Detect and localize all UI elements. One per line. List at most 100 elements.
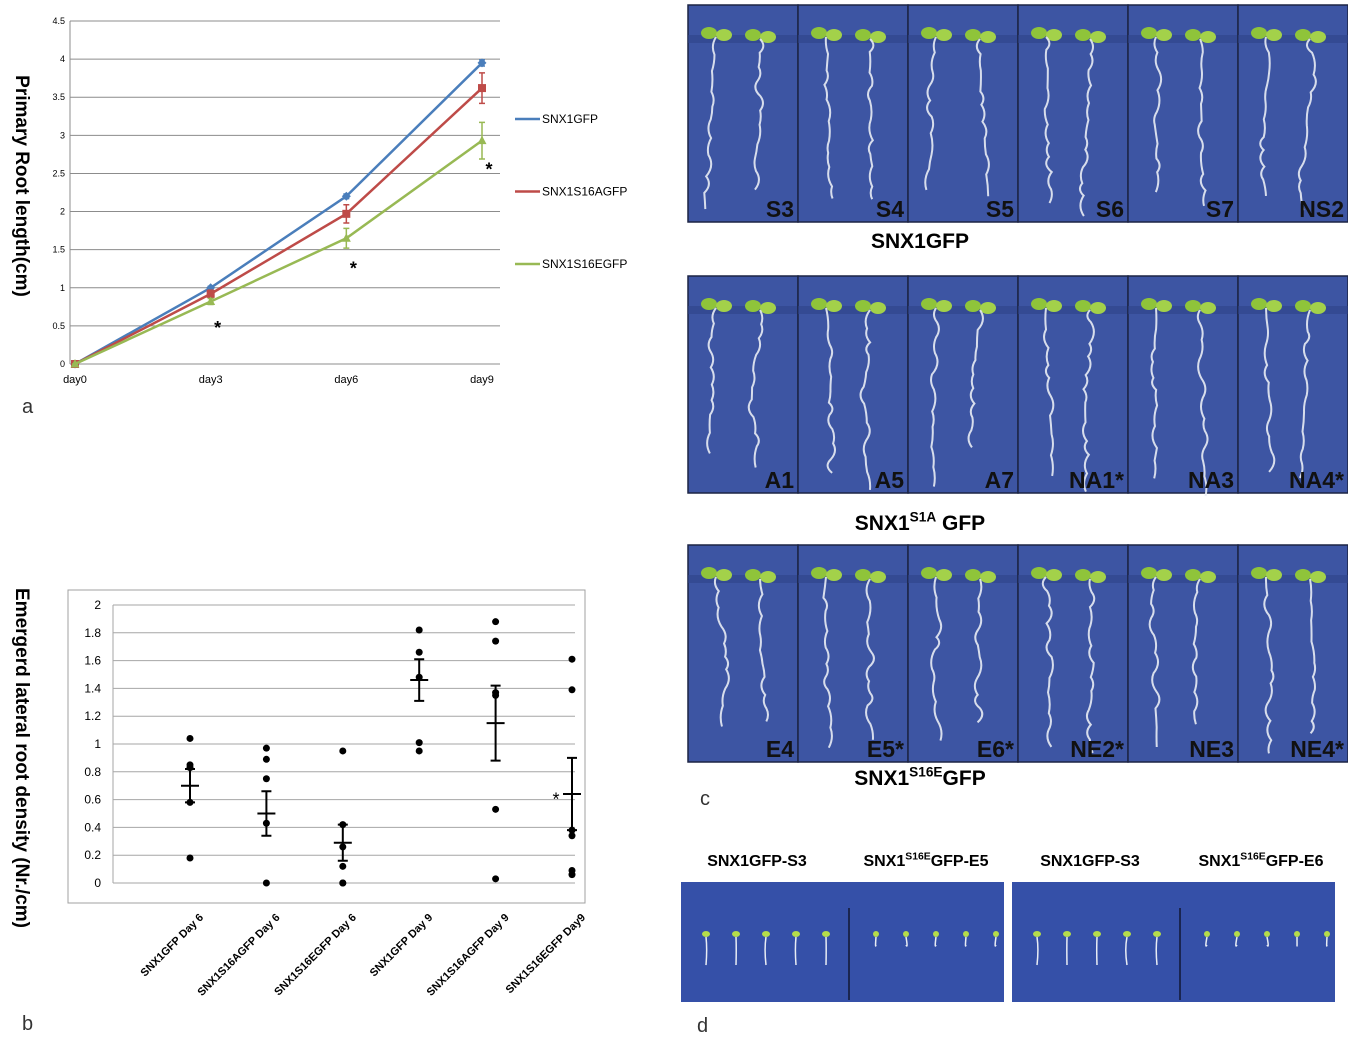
leaf [1141,27,1157,39]
leaf [936,300,952,312]
leaf [965,29,981,41]
root [747,309,764,468]
panel-letter: d [697,1015,708,1037]
leaf [980,571,996,583]
leaf [1294,931,1300,937]
photo: S4 [797,4,909,223]
leaf [760,31,776,43]
leaf [1204,931,1210,937]
y-tick-label: 1.5 [52,245,65,255]
photo-label: A1 [765,467,795,493]
photo-label: S6 [1096,196,1124,222]
photo-label: S7 [1206,196,1234,222]
leaf [1075,569,1091,581]
panel-letter: a [22,396,34,418]
y-tick-label: 1.8 [84,626,101,640]
root [1043,307,1055,477]
label-superscript: S16E [909,765,942,780]
y-tick-label: 1.2 [84,709,101,723]
data-point [492,618,500,626]
data-point [492,875,500,883]
label-text: SNX1 [863,853,905,870]
leaf [1156,569,1172,581]
annotation: * [485,159,492,179]
leaf [1031,27,1047,39]
label-text: GFP [936,512,985,535]
x-tick-label: day9 [470,374,494,386]
leaf [903,931,909,937]
leaf [760,302,776,314]
root [1082,309,1095,493]
photo-label: A5 [875,467,905,493]
photo: S7 [1127,4,1239,223]
root [753,38,765,191]
label-text: SNX1 [854,767,909,790]
root [822,576,833,749]
data-point [206,289,215,298]
photo-label: S3 [766,196,794,222]
y-tick-label: 0 [94,876,101,890]
panel-letter: c [700,788,710,810]
leaf [1185,300,1201,312]
photo [681,882,1004,1002]
leaf [1156,29,1172,41]
root [1266,936,1269,947]
label-superscript: S16E [905,852,930,863]
data-point [186,734,194,742]
root [713,576,730,727]
error-bar [261,790,272,837]
leaf [716,29,732,41]
leaf [1264,931,1270,937]
leaf [1295,569,1311,581]
photo-edge [1018,35,1128,43]
error-bar [185,768,195,804]
leaf [980,31,996,43]
y-tick-label: 0.2 [84,848,101,862]
leaf [1075,29,1091,41]
leaf [921,27,937,39]
photo-bg [1012,882,1335,1002]
photo-edge [1238,575,1348,583]
leaf [855,569,871,581]
data-point [262,775,270,783]
y-tick-label: 2 [94,598,101,612]
photo-label: NS2 [1299,196,1344,222]
photo-edge [908,306,1018,314]
root [866,38,875,200]
label-text: SNX1GFP [871,230,969,253]
leaf [1093,931,1101,937]
leaf [716,300,732,312]
leaf [1046,300,1062,312]
y-tick-label: 1 [60,283,65,293]
root [934,936,937,947]
leaf [1295,300,1311,312]
root [975,38,990,197]
leaf [822,931,830,937]
root [1235,936,1238,947]
leaf [1234,931,1240,937]
label-text: SNX1GFP-S3 [707,853,807,870]
data-point [70,359,80,368]
photo: A1 [687,275,799,494]
photo-edge [1018,575,1128,583]
leaf [1141,567,1157,579]
label-text: SNX1GFP-S3 [1040,853,1140,870]
root [930,576,943,741]
data-point [341,191,351,201]
photo-edge [798,35,908,43]
photo-edge [1238,35,1348,43]
photo-label: A7 [985,467,1014,493]
data-point [339,747,347,755]
chart-frame [67,589,586,904]
leaf [745,569,761,581]
label-text: SNX1 [1198,853,1240,870]
leaf [870,571,886,583]
label-text: GFP-E6 [1266,853,1324,870]
photo: S3 [687,4,799,223]
leaf [1295,29,1311,41]
data-point [478,84,486,93]
leaf [1046,569,1062,581]
data-point [477,135,487,145]
photo: NA1* [1017,275,1129,494]
leaf [873,931,879,937]
